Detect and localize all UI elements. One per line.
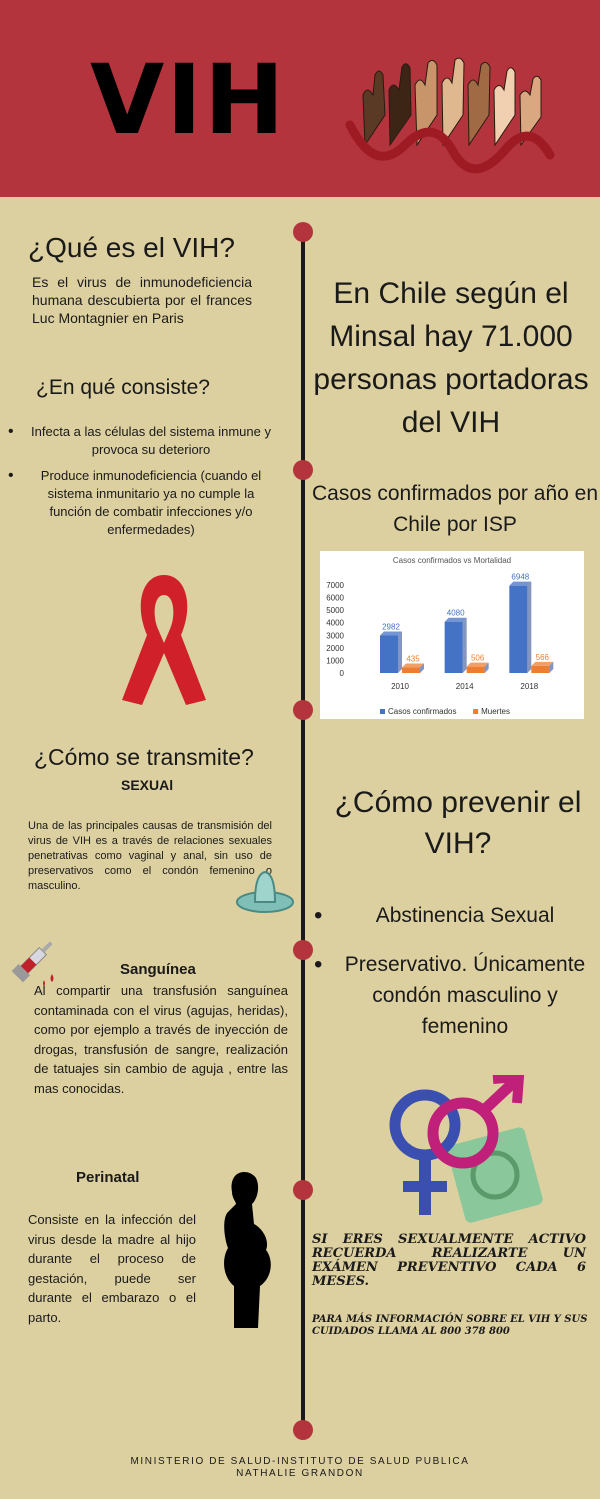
timeline-dot [293, 940, 313, 960]
section-title-consiste: ¿En qué consiste? [36, 376, 210, 399]
condom-icon [236, 870, 294, 913]
data-label: 566 [536, 653, 550, 662]
legend-swatch [380, 709, 385, 714]
data-label: 435 [406, 655, 420, 664]
bar [402, 667, 420, 673]
bar [509, 585, 528, 673]
syringe-icon [11, 941, 54, 986]
sexual-label: SEXUAl [121, 777, 174, 793]
list-item: Infecta a las células del sistema inmune… [8, 423, 274, 459]
bar-side [420, 663, 424, 673]
bar-side [527, 581, 532, 673]
section-title-que-es: ¿Qué es el VIH? [28, 232, 235, 263]
bar [531, 665, 550, 673]
sanguinea-text: Al compartir una transfusión sanguínea c… [34, 983, 288, 1096]
legend-swatch [473, 709, 479, 714]
stat-headline: En Chile según el Minsal hay 71.000 pers… [313, 277, 589, 439]
footer-line: MINISTERIO DE SALUD-INSTITUTO DE SALUD P… [130, 1456, 470, 1467]
footer: MINISTERIO DE SALUD-INSTITUTO DE SALUD P… [0, 1456, 600, 1480]
page-title: VIH [90, 44, 287, 156]
perinatal-text: Consiste en la infección del virus desde… [28, 1212, 196, 1325]
y-tick-label: 4000 [326, 619, 344, 628]
timeline-dot [293, 700, 313, 720]
bar-side [484, 662, 489, 673]
bar-side [462, 617, 467, 673]
x-tick-label: 2018 [520, 682, 538, 691]
timeline-line [301, 232, 305, 1432]
bar [444, 621, 463, 673]
perinatal-label: Perinatal [76, 1169, 140, 1186]
bar-side [549, 661, 554, 673]
y-tick-label: 2000 [326, 644, 344, 653]
bar-top [402, 663, 424, 668]
warning-text: SI ERES SEXUALMENTE ACTIVO RECUERDA REAL… [312, 1232, 586, 1289]
timeline-dot [293, 1420, 313, 1440]
x-tick-label: 2014 [456, 682, 474, 691]
que-es-text: Es el virus de inmunodeficiencia humana … [32, 274, 252, 326]
info-text: PARA MÁS INFORMACIÓN SOBRE EL VIH Y SUS … [312, 1314, 588, 1337]
bar-top [380, 631, 402, 636]
list-item: Produce inmunodeficiencia (cuando el sis… [8, 467, 274, 539]
legend-label: Casos confirmados [388, 707, 456, 716]
footer-line: NATHALIE GRANDON [236, 1468, 364, 1479]
timeline-dot [293, 222, 313, 242]
y-tick-label: 6000 [326, 594, 344, 603]
chart-title: Casos confirmados vs Mortalidad [393, 556, 511, 565]
y-tick-label: 3000 [326, 631, 344, 640]
chart-container: Casos confirmados vs Mortalidad 0 1000 2000… [320, 551, 584, 719]
bar [380, 635, 398, 673]
x-tick-label: 2010 [391, 682, 409, 691]
y-tick-label: 0 [340, 669, 345, 678]
gender-symbols-icon [389, 1075, 543, 1223]
data-label: 2982 [382, 623, 400, 632]
bar-top [466, 662, 489, 667]
section-title-transmite: ¿Cómo se transmite? [34, 744, 254, 770]
bar-chart: Casos confirmados vs Mortalidad 0 1000 2000… [326, 556, 554, 716]
header-banner: VIH [0, 0, 600, 197]
data-label: 6948 [511, 573, 529, 582]
bar-top [444, 617, 467, 622]
y-tick-label: 7000 [326, 581, 344, 590]
y-tick-label: 1000 [326, 656, 344, 665]
data-label: 506 [471, 654, 485, 663]
list-item: Preservativo. Únicamente condón masculin… [312, 949, 588, 1042]
bar-top [509, 581, 532, 586]
red-ribbon-icon [122, 575, 206, 705]
timeline-dot [293, 460, 313, 480]
bar-side [398, 631, 402, 673]
hands-ribbon-icon [345, 57, 555, 174]
bar-top [531, 661, 554, 666]
bar [466, 666, 485, 673]
list-item: Abstinencia Sexual [312, 900, 588, 931]
y-tick-label: 5000 [326, 606, 344, 615]
legend-label: Muertes [481, 707, 510, 716]
pregnant-woman-icon [224, 1172, 271, 1328]
sanguinea-label: Sanguínea [120, 961, 196, 978]
data-label: 4080 [447, 609, 465, 618]
prevenir-list: Abstinencia Sexual Preservativo. Únicame… [312, 900, 588, 1060]
sexual-text: Una de las principales causas de transmi… [28, 820, 272, 892]
timeline-dot [293, 1180, 313, 1200]
consiste-list: Infecta a las células del sistema inmune… [8, 423, 274, 547]
section-title-prevenir: ¿Cómo prevenir el VIH? [334, 786, 582, 860]
casos-title: Casos confirmados por año en Chile por I… [312, 482, 598, 536]
